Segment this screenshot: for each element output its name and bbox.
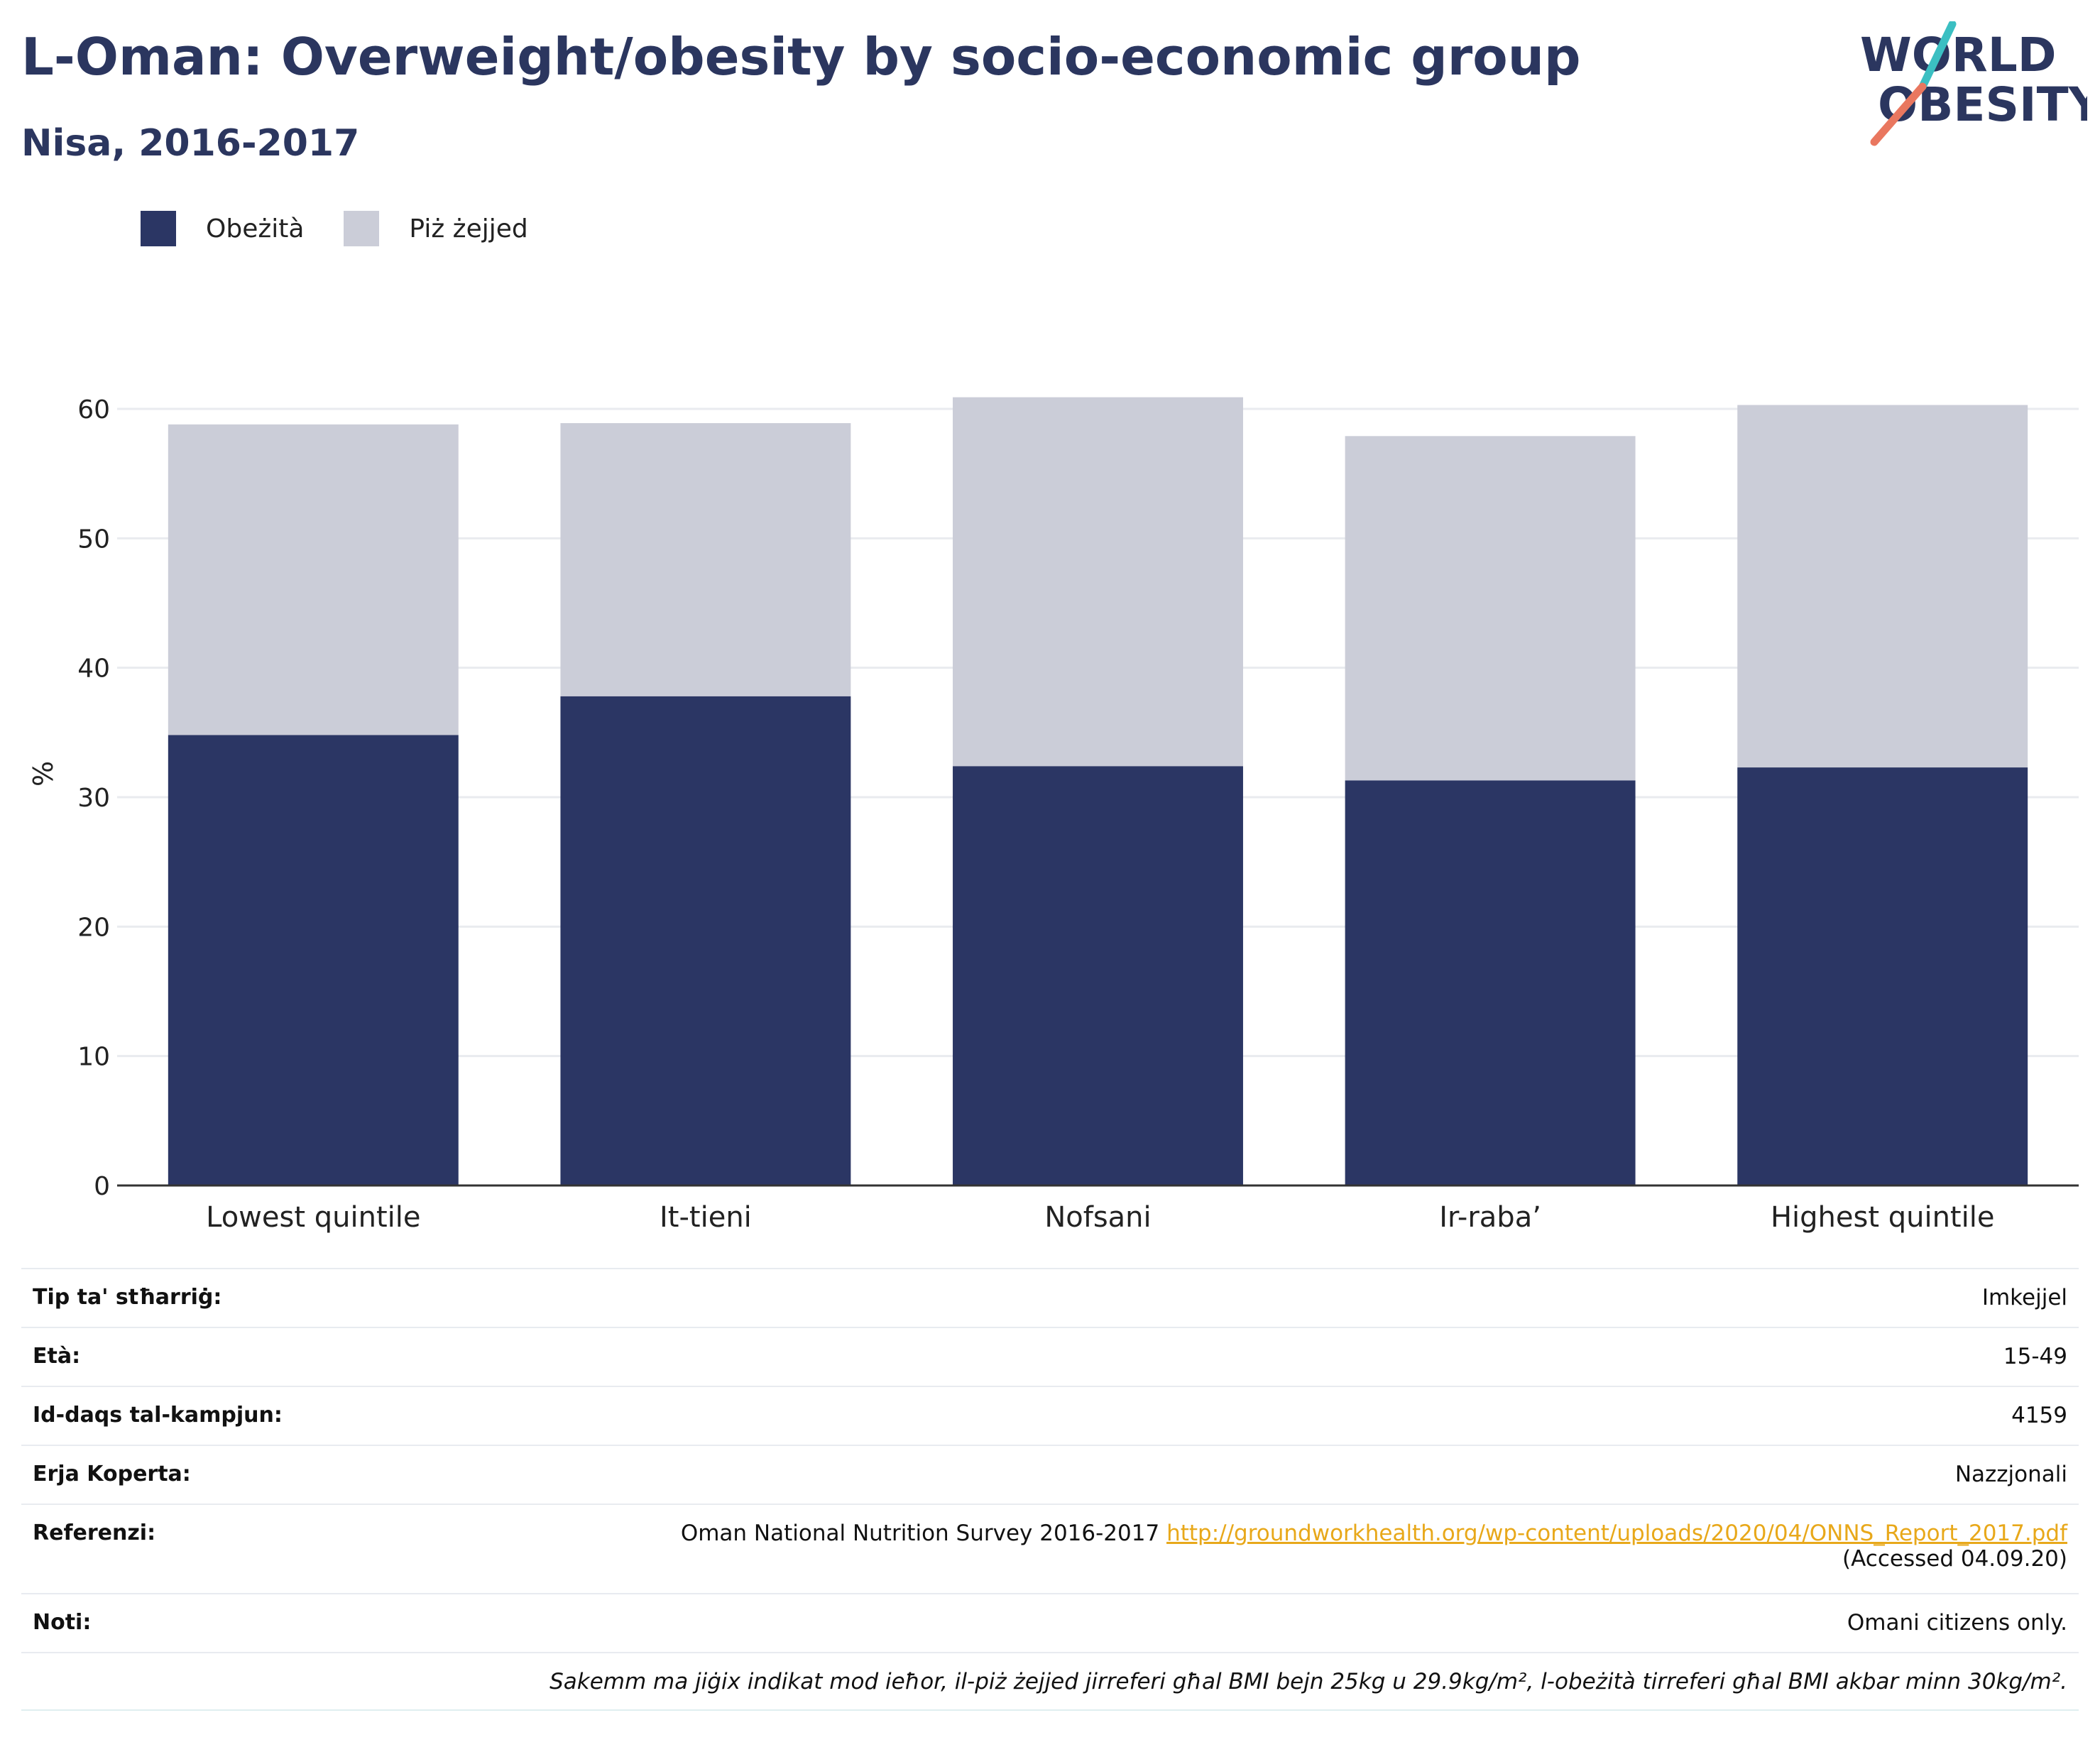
bar-obesity[interactable]	[1737, 767, 2028, 1185]
bar-chart: 0 10 20 30 40 50 60 Lowest quintile It-tieni Nof…	[28, 395, 2079, 1234]
y-tick-label: 60	[77, 395, 110, 425]
meta-row-survey-type: Tip ta' stħarriġ: Imkejjel	[21, 1268, 2079, 1327]
y-tick-label: 40	[77, 655, 110, 684]
meta-row-area: Erja Koperta: Nazzjonali	[21, 1445, 2079, 1504]
x-tick-label: Lowest quintile	[206, 1201, 420, 1234]
meta-val-notes: Omani citizens only.	[1847, 1610, 2067, 1636]
reference-accessed: (Accessed 04.09.20)	[1842, 1546, 2067, 1572]
meta-key-sample-size: Id-daqs tal-kampjun:	[33, 1403, 283, 1428]
bar-obesity[interactable]	[560, 696, 851, 1185]
bar-overweight[interactable]	[953, 397, 1243, 767]
meta-val-survey-type: Imkejjel	[1981, 1285, 2067, 1310]
chart-title: L-Oman: Overweight/obesity by socio-econ…	[21, 27, 1581, 87]
y-axis-title: %	[28, 761, 59, 787]
legend-item-obesity[interactable]: Obeżità	[141, 211, 304, 246]
bar-overweight[interactable]	[560, 423, 851, 696]
logo-line2: OBESITY	[1878, 77, 2087, 132]
meta-row-notes: Noti: Omani citizens only.	[21, 1593, 2079, 1652]
meta-key-age: Età:	[33, 1344, 81, 1369]
footnote-text: Sakemm ma jiġix indikat mod ieħor, il-pi…	[549, 1669, 2067, 1694]
y-tick-label: 10	[77, 1043, 110, 1072]
y-tick-label: 20	[77, 913, 110, 942]
legend: Obeżità Piż żejjed	[141, 210, 568, 247]
meta-val-references: Oman National Nutrition Survey 2016-2017…	[681, 1521, 2067, 1572]
legend-item-overweight[interactable]: Piż żejjed	[344, 211, 528, 246]
bar-obesity[interactable]	[1345, 780, 1636, 1185]
meta-key-area: Erja Koperta:	[33, 1462, 191, 1486]
x-tick-label: It-tieni	[660, 1201, 752, 1234]
meta-key-notes: Noti:	[33, 1610, 92, 1635]
meta-val-age: 15-49	[2003, 1344, 2067, 1369]
legend-label-overweight: Piż żejjed	[409, 214, 528, 243]
legend-swatch-obesity	[141, 211, 176, 246]
meta-row-footnote: Sakemm ma jiġix indikat mod ieħor, il-pi…	[21, 1652, 2079, 1711]
bars	[168, 397, 2028, 1185]
x-axis-ticks: Lowest quintile It-tieni Nofsani Ir-raba’ Hi…	[206, 1201, 1994, 1234]
meta-key-survey-type: Tip ta' stħarriġ:	[33, 1285, 222, 1310]
bar-overweight[interactable]	[1345, 436, 1636, 781]
x-tick-label: Nofsani	[1044, 1201, 1151, 1234]
y-axis-ticks: 0 10 20 30 40 50 60	[77, 395, 110, 1201]
bar-obesity[interactable]	[168, 735, 459, 1185]
y-tick-label: 30	[77, 784, 110, 813]
x-tick-label: Ir-raba’	[1439, 1201, 1541, 1234]
meta-row-sample-size: Id-daqs tal-kampjun: 4159	[21, 1386, 2079, 1445]
logo-line1: WORLD	[1860, 28, 2057, 82]
reference-text: Oman National Nutrition Survey 2016-2017	[680, 1521, 1160, 1546]
chart-subtitle: Nisa, 2016-2017	[21, 122, 360, 165]
meta-val-sample-size: 4159	[2011, 1403, 2067, 1428]
bar-obesity[interactable]	[953, 766, 1243, 1185]
meta-row-age: Età: 15-49	[21, 1327, 2079, 1386]
x-tick-label: Highest quintile	[1771, 1201, 1995, 1234]
world-obesity-logo: WORLD OBESITY	[1860, 21, 2087, 146]
bar-overweight[interactable]	[168, 424, 459, 735]
y-tick-label: 50	[77, 525, 110, 554]
meta-key-references: Referenzi:	[33, 1521, 156, 1545]
meta-row-references: Referenzi: Oman National Nutrition Surve…	[21, 1504, 2079, 1593]
y-tick-label: 0	[94, 1172, 110, 1201]
reference-link[interactable]: http://groundworkhealth.org/wp-content/u…	[1166, 1521, 2067, 1546]
metadata-table: Tip ta' stħarriġ: Imkejjel Età: 15-49 Id…	[21, 1268, 2079, 1711]
bar-overweight[interactable]	[1737, 405, 2028, 768]
legend-label-obesity: Obeżità	[206, 214, 305, 243]
legend-swatch-overweight	[344, 211, 380, 246]
meta-val-area: Nazzjonali	[1954, 1462, 2067, 1487]
